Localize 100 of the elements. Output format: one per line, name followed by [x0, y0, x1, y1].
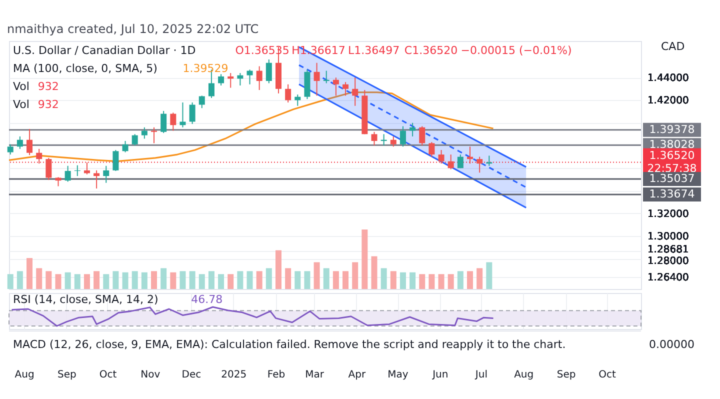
bar — [371, 256, 378, 289]
candlestick — [390, 136, 396, 148]
annotation: L1.36497 — [348, 44, 400, 57]
candlestick — [266, 58, 272, 84]
bar — [64, 272, 71, 289]
x-tick-label: Mar — [305, 370, 325, 380]
x-tick-label: 2025 — [221, 370, 247, 380]
annotation: C1.36520 — [404, 44, 458, 57]
candlestick — [112, 150, 119, 172]
candlestick — [486, 155, 492, 166]
candlestick — [198, 95, 205, 109]
bar — [122, 272, 128, 289]
candlestick — [170, 112, 176, 132]
bar — [160, 268, 167, 289]
y-axis-title: CAD — [661, 40, 685, 53]
x-tick-label: Jun — [432, 370, 448, 380]
text: nmaithya created, Jul 10, 2025 22:02 UTC — [7, 22, 259, 36]
bar — [352, 262, 358, 289]
candlestick — [26, 128, 33, 156]
candlestick — [428, 142, 435, 158]
bar — [457, 271, 464, 289]
bar — [362, 229, 368, 289]
bar — [438, 274, 444, 289]
y-tick-label: 1.30000 — [648, 232, 689, 243]
bar — [419, 274, 426, 289]
candlestick — [314, 62, 320, 96]
candlestick — [410, 122, 416, 137]
candlestick — [256, 66, 262, 91]
candlestick — [7, 144, 14, 156]
bar — [132, 271, 138, 289]
x-tick-label: Oct — [598, 370, 616, 380]
candlestick — [103, 165, 110, 184]
text: 46.78 — [191, 293, 223, 306]
bar — [486, 262, 492, 289]
y-tick-label: 1.44000 — [648, 73, 689, 84]
candlestick — [352, 77, 358, 106]
candlestick — [64, 165, 71, 182]
candlestick — [36, 148, 42, 164]
bar — [141, 272, 148, 289]
candlestick — [46, 157, 52, 180]
ref-line-label: 1.38028 — [649, 138, 695, 152]
candlestick — [141, 126, 148, 140]
ref-line-label: 1.33674 — [649, 187, 695, 200]
annotation: −0.00015 (−0.01%) — [460, 44, 572, 57]
candlestick — [16, 136, 23, 150]
y-tick-label: 1.28681 — [648, 244, 689, 256]
bar — [390, 271, 396, 289]
bar — [294, 271, 301, 289]
bar — [342, 271, 349, 289]
bar — [467, 271, 474, 289]
bar — [170, 272, 176, 289]
annotation: Vol — [13, 98, 30, 111]
candlestick — [55, 176, 62, 187]
candlestick — [218, 74, 224, 86]
bar — [428, 274, 435, 289]
x-tick-label: Sep — [556, 370, 576, 380]
candlestick — [448, 154, 454, 170]
annotation: MA (100, close, 0, SMA, 5) — [13, 62, 158, 75]
bar — [256, 271, 262, 289]
bar — [74, 274, 80, 289]
bar — [46, 271, 52, 289]
x-tick-label: Apr — [348, 370, 366, 380]
candlestick — [457, 154, 464, 169]
chart-title: RSI (14, close, SMA, 14, 2) — [13, 293, 158, 306]
bar — [332, 271, 339, 289]
candlestick — [332, 77, 339, 96]
x-tick-label: May — [388, 370, 408, 380]
bar — [36, 268, 42, 289]
ref-line-label: 1.39378 — [649, 122, 695, 136]
ref-line-label: 1.35037 — [649, 172, 695, 186]
text: 0.00000 — [649, 338, 694, 351]
bar — [228, 274, 234, 289]
text: MACD (12, 26, close, 9, EMA, EMA): Calculation failed. Remove the script and reapply it to the chart. — [13, 338, 566, 351]
x-tick-label: Nov — [140, 370, 160, 380]
chart-title: U.S. Dollar / Canadian Dollar · 1D — [13, 44, 196, 57]
y-tick-label: 1.26400 — [648, 272, 689, 284]
candlestick — [476, 156, 483, 174]
bar — [400, 272, 406, 289]
x-tick-label: Feb — [267, 370, 286, 380]
x-tick-label: Aug — [514, 370, 534, 380]
bar — [476, 268, 483, 289]
bar — [285, 268, 292, 289]
bar — [189, 271, 196, 289]
bar — [208, 271, 214, 289]
candlestick — [438, 150, 444, 164]
candlestick — [94, 170, 100, 189]
y-tick-label: 1.42000 — [648, 96, 689, 107]
bar — [103, 274, 110, 289]
annotation: 932 — [38, 98, 59, 111]
bar — [84, 274, 90, 289]
candlestick — [160, 110, 167, 134]
bar — [275, 250, 282, 289]
bar — [7, 274, 14, 289]
candlestick — [285, 84, 292, 103]
bar — [314, 262, 320, 289]
bar — [246, 271, 253, 289]
bar — [218, 274, 224, 289]
bar — [380, 268, 387, 289]
x-tick-label: Aug — [14, 370, 34, 380]
x-tick-label: Dec — [182, 370, 202, 380]
